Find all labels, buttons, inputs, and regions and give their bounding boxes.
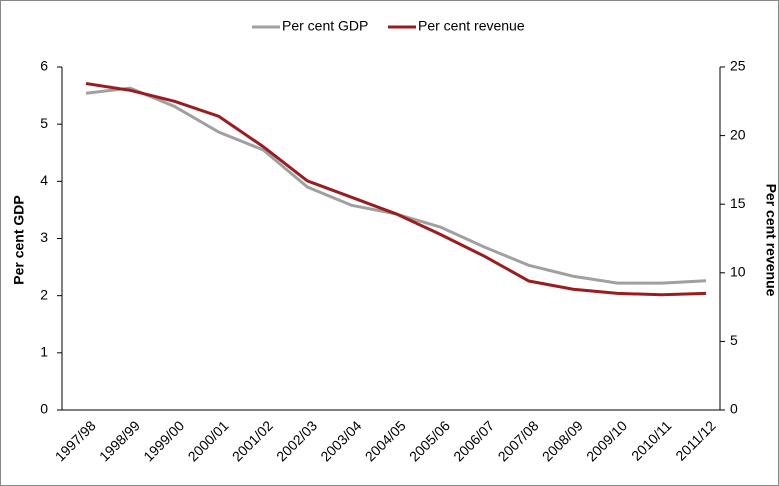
y-tick-label: 5 [40,115,48,131]
x-tick-label: 2008/09 [539,417,586,464]
y-tick-label: 0 [40,401,48,417]
x-tick-label: 2003/04 [317,417,364,464]
x-tick-label: 2001/02 [229,417,276,464]
y-axis-title: Per cent GDP [11,195,27,284]
x-tick-label: 2004/05 [362,417,409,464]
y2-tick-label: 25 [730,58,746,74]
x-tick-label: 2006/07 [450,417,497,464]
y-tick-label: 4 [40,172,48,188]
y-tick-label: 3 [40,229,48,245]
y2-tick-label: 5 [730,332,738,348]
y-tick-label: 2 [40,286,48,302]
y2-tick-label: 15 [730,195,746,211]
y-tick-label: 1 [40,344,48,360]
legend-label: Per cent revenue [418,18,525,34]
y2-tick-label: 20 [730,126,746,142]
x-tick-label: 1999/00 [140,417,187,464]
x-tick-label: 1997/98 [52,417,99,464]
x-tick-label: 2000/01 [184,417,231,464]
series-line [85,81,707,297]
legend-label: Per cent GDP [282,18,368,34]
x-tick-label: 2002/03 [273,417,320,464]
x-tick-label: 2009/10 [583,417,630,464]
y-tick-label: 6 [40,58,48,74]
y2-tick-label: 0 [730,401,738,417]
y2-tick-label: 10 [730,264,746,280]
x-tick-label: 2010/11 [628,417,675,464]
x-tick-label: 2005/06 [406,417,453,464]
y2-axis-title: Per cent revenue [763,184,779,297]
x-tick-label: 1998/99 [96,417,143,464]
x-tick-label: 2007/08 [494,417,541,464]
x-tick-label: 2011/12 [672,417,719,464]
series-line [85,86,707,285]
